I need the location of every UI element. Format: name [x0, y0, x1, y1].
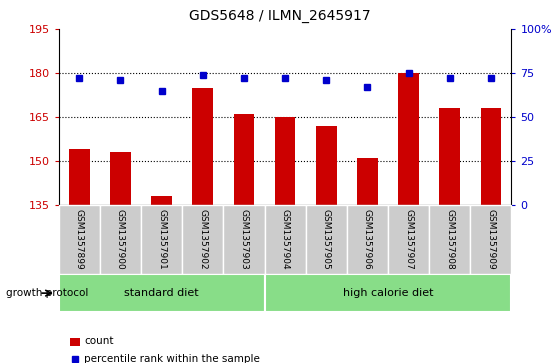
Bar	[69, 149, 89, 205]
Text: high calorie diet: high calorie diet	[343, 288, 433, 298]
Text: percentile rank within the sample: percentile rank within the sample	[84, 354, 260, 363]
FancyBboxPatch shape	[224, 205, 264, 274]
FancyBboxPatch shape	[264, 274, 511, 312]
Text: GSM1357902: GSM1357902	[198, 209, 207, 270]
Text: GSM1357904: GSM1357904	[281, 209, 290, 270]
FancyBboxPatch shape	[141, 205, 182, 274]
Bar	[234, 114, 254, 205]
FancyBboxPatch shape	[100, 205, 141, 274]
Text: GSM1357901: GSM1357901	[157, 209, 166, 270]
Text: count: count	[84, 336, 114, 346]
FancyBboxPatch shape	[347, 205, 388, 274]
FancyBboxPatch shape	[429, 205, 470, 274]
Text: GSM1357905: GSM1357905	[322, 209, 331, 270]
Text: GSM1357899: GSM1357899	[75, 209, 84, 270]
Bar	[192, 88, 213, 205]
Bar	[398, 73, 419, 205]
FancyBboxPatch shape	[59, 274, 264, 312]
Bar	[316, 126, 337, 205]
Bar	[481, 108, 501, 205]
FancyBboxPatch shape	[59, 205, 100, 274]
Text: GSM1357906: GSM1357906	[363, 209, 372, 270]
Text: standard diet: standard diet	[124, 288, 199, 298]
Bar	[357, 158, 378, 205]
Text: GSM1357900: GSM1357900	[116, 209, 125, 270]
FancyBboxPatch shape	[388, 205, 429, 274]
Text: GSM1357908: GSM1357908	[445, 209, 454, 270]
Bar	[110, 152, 131, 205]
Bar	[151, 196, 172, 205]
FancyBboxPatch shape	[264, 205, 306, 274]
Bar	[439, 108, 460, 205]
FancyBboxPatch shape	[470, 205, 511, 274]
Bar	[70, 338, 80, 346]
Text: GDS5648 / ILMN_2645917: GDS5648 / ILMN_2645917	[189, 9, 370, 23]
Text: growth protocol: growth protocol	[6, 288, 88, 298]
FancyBboxPatch shape	[182, 205, 224, 274]
Text: GSM1357903: GSM1357903	[239, 209, 248, 270]
Text: GSM1357907: GSM1357907	[404, 209, 413, 270]
Bar	[275, 117, 295, 205]
Text: GSM1357909: GSM1357909	[486, 209, 495, 270]
FancyBboxPatch shape	[306, 205, 347, 274]
